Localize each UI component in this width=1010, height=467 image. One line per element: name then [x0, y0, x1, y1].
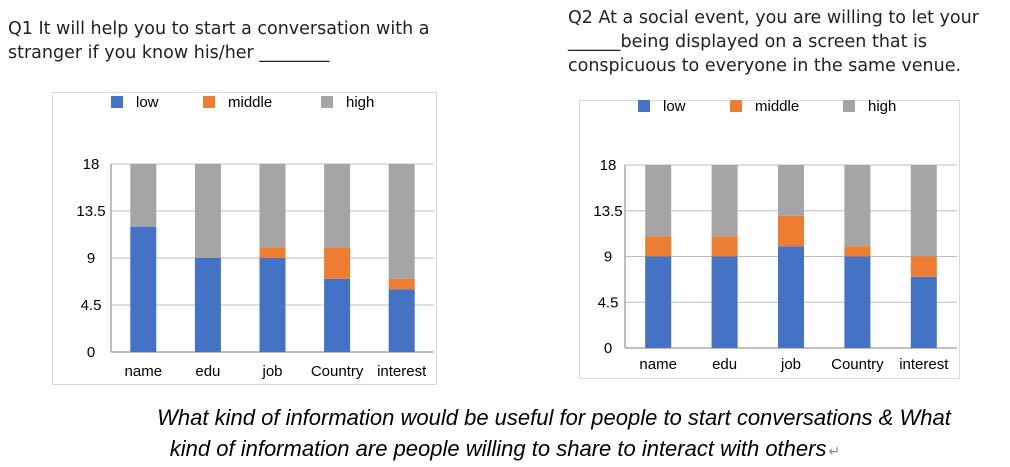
- category-label: name: [639, 356, 677, 373]
- return-mark: ↵: [828, 443, 841, 459]
- legend-swatch-middle: [730, 100, 742, 112]
- chart-q2-svg: 0 4.5 9 13.5 18 name edu job Country interest low m…: [593, 98, 957, 373]
- bar-low-name: [645, 256, 672, 348]
- chart-q1-svg: 0 4.5 9 13.5 18 name edu job Country interest low m…: [76, 94, 434, 380]
- y-tick-label: 13.5: [593, 203, 622, 220]
- category-label: job: [261, 363, 282, 380]
- bar-low-country: [324, 278, 351, 352]
- bar-low-edu: [194, 258, 221, 352]
- category-label: name: [125, 363, 163, 380]
- y-tick-label: 13.5: [76, 203, 105, 220]
- y-tick-label: 18: [83, 156, 100, 173]
- bar-middle-name: [645, 236, 672, 257]
- legend-label-high: high: [868, 98, 896, 115]
- category-label: job: [780, 356, 801, 373]
- question-1-line-1: Q1 It will help you to start a conversat…: [8, 19, 430, 39]
- legend-swatch-high: [321, 96, 333, 108]
- bar-middle-interest: [388, 278, 415, 290]
- bar-low-job: [259, 258, 286, 352]
- bar-high-country: [324, 164, 351, 248]
- question-2: Q2 At a social event, you are willing to…: [568, 6, 979, 78]
- question-2-line-1: Q2 At a social event, you are willing to…: [568, 8, 979, 28]
- y-tick-label: 9: [604, 249, 612, 266]
- category-label: interest: [899, 356, 949, 373]
- bar-low-job: [778, 246, 804, 348]
- bar-high-name: [130, 164, 157, 227]
- legend-swatch-low: [638, 100, 650, 112]
- bar-middle-interest: [910, 256, 937, 277]
- question-1-line-2: stranger if you know his/her ________: [8, 43, 330, 63]
- legend-swatch-low: [111, 96, 123, 108]
- legend-swatch-middle: [203, 96, 215, 108]
- caption-line-1: What kind of information would be useful…: [54, 402, 1010, 433]
- bar-high-country: [844, 165, 871, 247]
- legend-label-low: low: [136, 94, 159, 111]
- y-tick-label: 0: [87, 344, 95, 361]
- category-label: Country: [311, 363, 364, 380]
- bar-middle-country: [324, 247, 351, 279]
- bar-high-interest: [388, 164, 415, 279]
- category-label: edu: [712, 356, 737, 373]
- chart-q2: 0 4.5 9 13.5 18 name edu job Country interest low m…: [579, 98, 960, 379]
- category-label: Country: [831, 356, 884, 373]
- y-tick-label: 9: [87, 250, 95, 267]
- caption-line-2-text: kind of information are people willing t…: [169, 436, 827, 461]
- bar-high-job: [259, 164, 286, 248]
- legend-label-low: low: [663, 98, 686, 115]
- question-1: Q1 It will help you to start a conversat…: [8, 17, 429, 65]
- bar-low-interest: [910, 276, 937, 348]
- bar-high-name: [645, 165, 672, 237]
- bar-high-interest: [910, 165, 937, 257]
- bar-low-country: [844, 256, 871, 348]
- bar-low-edu: [711, 256, 738, 348]
- legend-label-high: high: [346, 94, 374, 111]
- bar-high-job: [778, 165, 804, 216]
- y-tick-label: 4.5: [598, 294, 619, 311]
- bar-low-name: [130, 226, 157, 352]
- bar-low-interest: [388, 289, 415, 352]
- bar-middle-country: [844, 246, 871, 257]
- y-tick-label: 18: [600, 157, 617, 174]
- caption-line-1-text: What kind of information would be useful…: [157, 405, 951, 430]
- legend-label-middle: middle: [228, 94, 272, 111]
- caption-line-2: kind of information are people willing t…: [0, 433, 1010, 467]
- question-2-line-2: ______being displayed on a screen that i…: [568, 32, 928, 52]
- bar-high-edu: [711, 165, 738, 237]
- legend-swatch-high: [843, 100, 855, 112]
- bar-middle-edu: [711, 236, 738, 257]
- chart-q1: 0 4.5 9 13.5 18 name edu job Country interest low m…: [52, 92, 437, 385]
- question-2-line-3: conspicuous to everyone in the same venu…: [568, 56, 962, 76]
- legend-label-middle: middle: [755, 98, 799, 115]
- category-label: edu: [195, 363, 220, 380]
- category-label: interest: [377, 363, 427, 380]
- y-tick-label: 4.5: [81, 297, 102, 314]
- bar-middle-job: [259, 247, 286, 258]
- bar-middle-job: [778, 215, 804, 247]
- y-tick-label: 0: [604, 340, 612, 357]
- bar-high-edu: [194, 164, 221, 258]
